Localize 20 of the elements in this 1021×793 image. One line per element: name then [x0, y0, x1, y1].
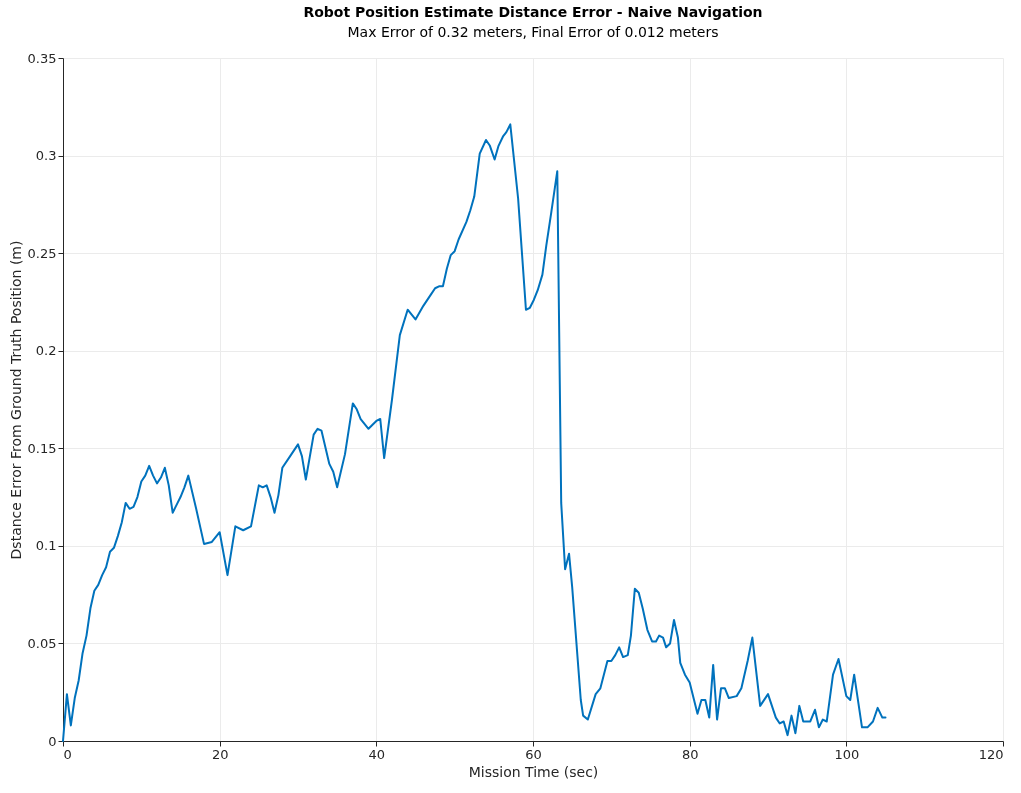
- y-tick-label: 0.15: [27, 440, 57, 456]
- y-tick-label: 0: [48, 733, 57, 749]
- y-tick-label: 0.25: [27, 245, 57, 261]
- chart-title: Robot Position Estimate Distance Error - Naive Navigation: [303, 4, 763, 20]
- x-tick-label: 80: [681, 746, 699, 762]
- y-tick-label: 0.05: [27, 635, 57, 651]
- x-tick-label: 60: [525, 746, 542, 762]
- y-tick-label: 0.3: [35, 148, 57, 164]
- line-series: [62, 123, 887, 742]
- x-tick-label: 100: [834, 746, 860, 762]
- y-tick-label: 0.2: [35, 343, 57, 359]
- x-tick-label: 0: [63, 746, 72, 762]
- x-tick-label: 120: [978, 746, 1004, 762]
- chart-subtitle: Max Error of 0.32 meters, Final Error of 0.012 meters: [347, 24, 719, 40]
- y-axis-title: Dstance Error From Ground Truth Position (m): [7, 240, 24, 560]
- x-axis-title: Mission Time (sec): [468, 763, 599, 780]
- y-tick-label: 0.35: [27, 50, 57, 66]
- y-tick-label: 0.1: [35, 538, 57, 554]
- x-tick-label: 40: [368, 746, 386, 762]
- x-tick-label: 20: [211, 746, 229, 762]
